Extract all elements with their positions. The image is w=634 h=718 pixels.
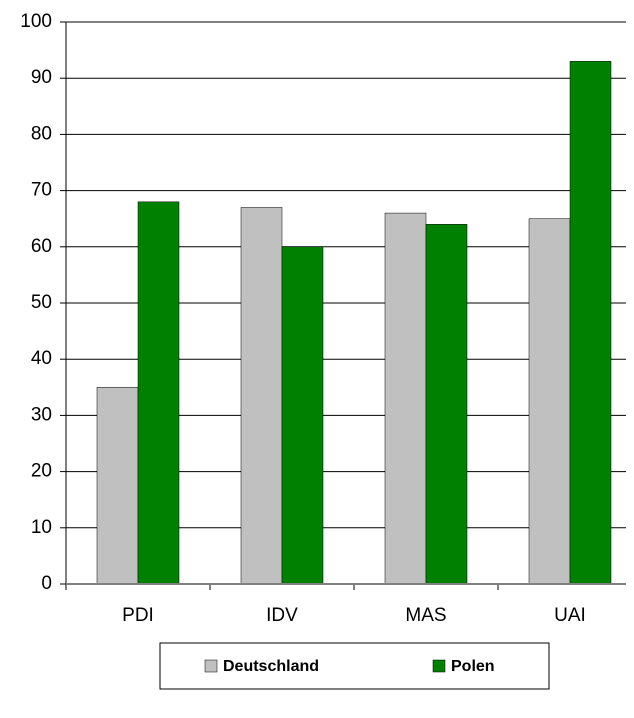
y-tick-label: 50: [31, 292, 52, 313]
legend-label: Polen: [451, 658, 495, 675]
y-tick-label: 30: [31, 404, 52, 425]
legend-label: Deutschland: [223, 658, 319, 675]
bar: [425, 224, 468, 585]
y-tick-label: 90: [31, 67, 52, 88]
y-tick-label: 70: [31, 180, 52, 201]
x-tick-label: MAS: [405, 605, 446, 626]
y-tick-label: 20: [31, 461, 52, 482]
bar: [240, 207, 283, 585]
y-tick-label: 80: [31, 123, 52, 144]
legend-swatch: [204, 659, 218, 673]
y-tick-label: 10: [31, 517, 52, 538]
bar: [96, 387, 139, 585]
x-tick-label: UAI: [554, 605, 586, 626]
x-tick-label: PDI: [122, 605, 154, 626]
bar: [384, 212, 427, 585]
x-tick-label: IDV: [266, 605, 298, 626]
bar: [281, 246, 324, 585]
y-tick-label: 0: [41, 573, 52, 594]
bar: [528, 218, 571, 585]
y-tick-label: 40: [31, 348, 52, 369]
y-tick-label: 100: [20, 11, 52, 32]
bar: [137, 201, 180, 585]
y-tick-label: 60: [31, 236, 52, 257]
bar: [569, 61, 612, 585]
legend-swatch: [432, 659, 446, 673]
legend-box: [159, 642, 550, 690]
